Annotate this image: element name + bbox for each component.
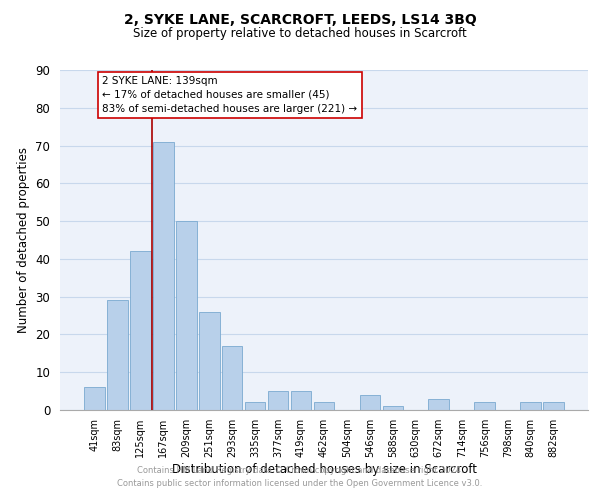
Bar: [222, 346, 242, 410]
Bar: [84, 388, 104, 410]
X-axis label: Distribution of detached houses by size in Scarcroft: Distribution of detached houses by size …: [172, 462, 476, 475]
Text: 2, SYKE LANE, SCARCROFT, LEEDS, LS14 3BQ: 2, SYKE LANE, SCARCROFT, LEEDS, LS14 3BQ: [124, 12, 476, 26]
Bar: [107, 300, 128, 410]
Bar: [428, 398, 449, 410]
Bar: [245, 402, 265, 410]
Bar: [475, 402, 495, 410]
Bar: [130, 252, 151, 410]
Bar: [290, 391, 311, 410]
Text: 2 SYKE LANE: 139sqm
← 17% of detached houses are smaller (45)
83% of semi-detach: 2 SYKE LANE: 139sqm ← 17% of detached ho…: [103, 76, 358, 114]
Bar: [544, 402, 564, 410]
Bar: [314, 402, 334, 410]
Bar: [383, 406, 403, 410]
Bar: [520, 402, 541, 410]
Bar: [359, 395, 380, 410]
Bar: [153, 142, 173, 410]
Text: Size of property relative to detached houses in Scarcroft: Size of property relative to detached ho…: [133, 28, 467, 40]
Bar: [268, 391, 289, 410]
Bar: [176, 221, 197, 410]
Y-axis label: Number of detached properties: Number of detached properties: [17, 147, 30, 333]
Bar: [199, 312, 220, 410]
Text: Contains HM Land Registry data © Crown copyright and database right 2024.
Contai: Contains HM Land Registry data © Crown c…: [118, 466, 482, 487]
